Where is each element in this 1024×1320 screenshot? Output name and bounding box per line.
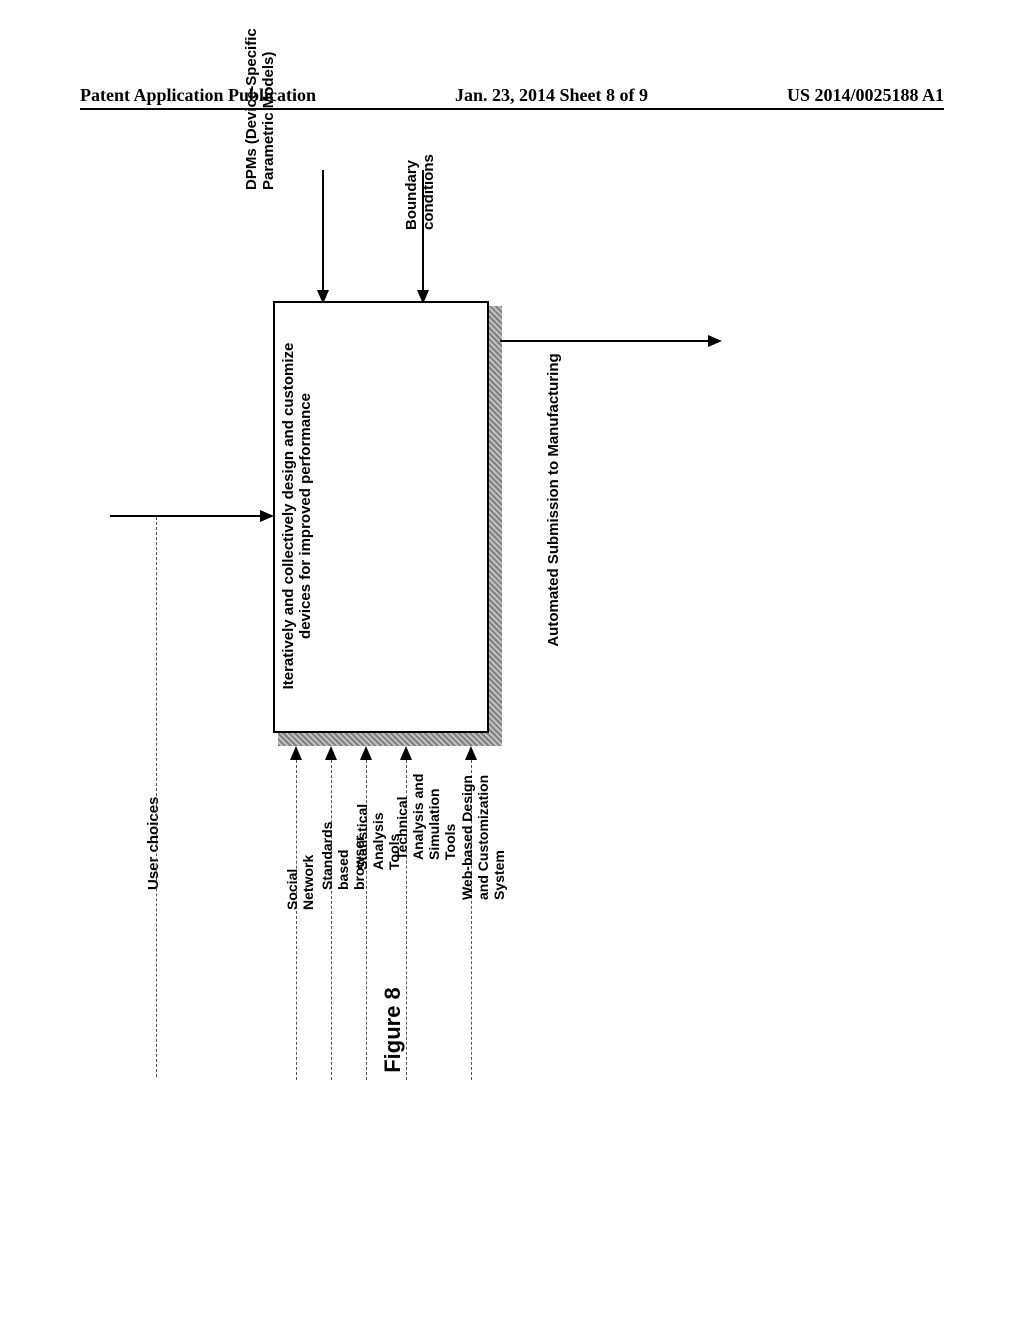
- dash-user-choices: [156, 517, 157, 1077]
- arrow-output-shaft: [500, 340, 710, 342]
- header-left: Patent Application Publication: [80, 85, 316, 106]
- page-header: Patent Application Publication Jan. 23, …: [80, 85, 944, 106]
- label-user-choices: User choices: [145, 740, 162, 890]
- page: Patent Application Publication Jan. 23, …: [0, 0, 1024, 1320]
- label-boundary: Boundary conditions: [403, 110, 437, 230]
- arrow-user-shaft: [110, 515, 270, 517]
- arrow-support-0: [290, 746, 302, 760]
- arrow-boundary-shaft: [422, 170, 424, 295]
- figure-caption: Figure 8: [380, 970, 406, 1090]
- header-underline: [80, 108, 944, 110]
- label-output: Automated Submission to Manufacturing: [545, 325, 562, 675]
- center-box-text: Iteratively and collectively design and …: [280, 316, 314, 716]
- arrow-dpms-shaft: [322, 170, 324, 295]
- diagram: DPMs (Device-Specific Parametric Models)…: [100, 130, 924, 1240]
- arrow-user-head: [260, 510, 274, 522]
- label-dpms: DPMs (Device-Specific Parametric Models): [243, 30, 277, 190]
- arrow-output-head: [708, 335, 722, 347]
- label-support-0: Social Network: [284, 760, 316, 910]
- label-support-3: Technical Analysis and Simulation Tools: [394, 710, 458, 860]
- header-center: Jan. 23, 2014 Sheet 8 of 9: [455, 85, 648, 106]
- header-right: US 2014/0025188 A1: [787, 85, 944, 106]
- label-support-4: Web-based Design and Customization Syste…: [459, 730, 507, 900]
